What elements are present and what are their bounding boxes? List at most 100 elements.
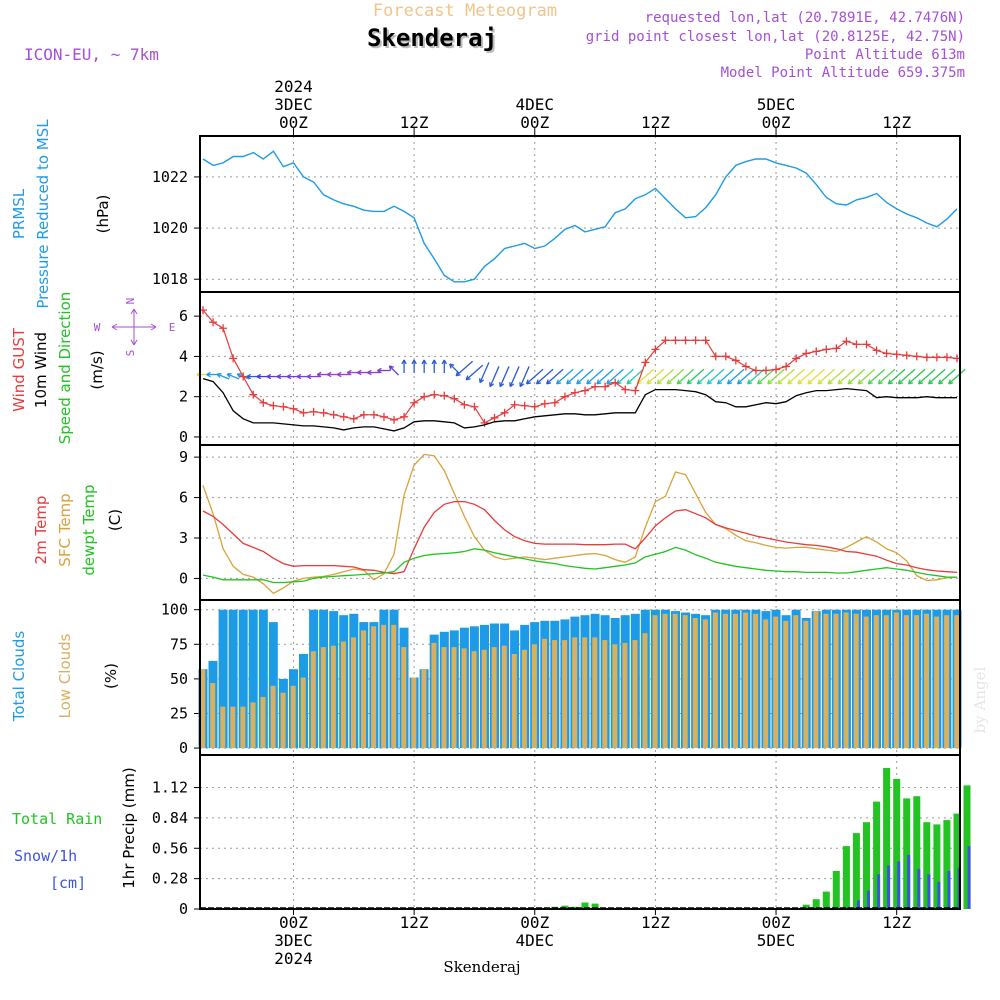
low-cloud-bar [200, 669, 206, 749]
wind-arrow-head [897, 379, 901, 385]
location-title-shadow: Skenderaj [369, 26, 499, 54]
gust-marker [530, 402, 539, 411]
low-cloud-bar [552, 640, 558, 748]
wind-arrow-shaft [797, 368, 815, 385]
wind-arrow-shaft [817, 368, 835, 385]
snow-bar [947, 871, 951, 909]
rain-bar [893, 778, 901, 909]
gust-marker [872, 346, 881, 355]
wind-arrow-shaft [489, 366, 500, 387]
wind-arrow-shaft [656, 368, 675, 385]
low-cloud-bar [511, 654, 517, 749]
low-cloud-bar [240, 706, 246, 749]
low-cloud-bar [863, 616, 869, 749]
snow-bar [967, 846, 971, 909]
wind-arrow-shaft [847, 368, 866, 385]
precip-ytick-label: 0 [179, 900, 188, 918]
gust-marker [932, 353, 941, 362]
wind-gust-label: Wind GUST [10, 327, 28, 412]
wind-arrow-shaft [596, 368, 614, 385]
gust-marker [782, 362, 791, 371]
wind-arrow [867, 368, 886, 385]
wind-arrow-shaft [455, 360, 474, 377]
sfc-temp-line [202, 453, 958, 595]
wind-arrow [747, 368, 765, 385]
gust-marker [822, 345, 831, 354]
low-clouds-label: Low Clouds [56, 633, 74, 718]
low-cloud-bar [723, 613, 728, 748]
gust-marker [420, 392, 429, 401]
wind-arrow-head [576, 379, 579, 385]
low-cloud-bar [652, 615, 658, 749]
celsius-label: (C) [106, 509, 124, 531]
wind-arrows [196, 359, 966, 388]
gust-marker [540, 399, 549, 408]
gust-markers [199, 306, 961, 427]
gust-marker [761, 366, 770, 375]
low-cloud-bar [823, 613, 829, 748]
top-tick-label: 00Z [279, 113, 308, 132]
wind-arrow-head [296, 373, 302, 378]
bottom-tick-label: 4DEC [515, 931, 554, 950]
wind-arrow-head [423, 359, 427, 365]
bottom-tick-label: 12Z [641, 913, 670, 932]
wind-arrow [626, 368, 644, 385]
wind-arrow-head [346, 369, 352, 374]
low-cloud-bar [883, 615, 889, 749]
wind-arrow [465, 364, 484, 381]
wind-grid [200, 292, 960, 445]
wind-arrow-shaft [767, 368, 785, 385]
low-cloud-bar [441, 647, 447, 749]
gust-marker [460, 400, 469, 409]
low-cloud-bar [642, 633, 648, 749]
bottom-tick-label: 12Z [882, 913, 911, 932]
low-cloud-bar [914, 615, 919, 749]
gust-marker [651, 345, 660, 354]
wind-arrow [509, 366, 520, 388]
wind-arrow [706, 368, 725, 385]
gust-marker [279, 402, 288, 411]
low-cloud-bar [592, 637, 598, 749]
wind-arrow-head [377, 367, 382, 372]
gust-marker [751, 366, 760, 375]
precip-ytick-label: 0.84 [152, 809, 188, 827]
gust-marker [741, 362, 750, 371]
wind-arrow-shaft [717, 368, 735, 385]
wind-arrow [857, 368, 876, 385]
forecast-meteogram-title: Forecast Meteogram [373, 1, 557, 21]
rain-bar [852, 833, 860, 909]
gust-marker [359, 410, 368, 419]
wind-arrow-head [907, 379, 911, 385]
panel-wind: 0 2 4 6 [179, 292, 960, 446]
bottom-tick-label: 2024 [274, 949, 313, 968]
wind-arrow-head [206, 371, 211, 376]
precip-ytick-label: 0.28 [152, 870, 188, 888]
wind-arrow-shaft [576, 368, 594, 385]
gust-marker [731, 356, 740, 365]
low-cloud-bar [793, 615, 799, 749]
wind-arrow-head [827, 379, 831, 385]
low-cloud-bar [833, 613, 839, 748]
rain-bar [571, 906, 579, 909]
low-cloud-bar [451, 647, 457, 749]
rain-bar [923, 822, 931, 909]
low-cloud-bar [330, 645, 336, 749]
low-cloud-bar [542, 638, 547, 749]
sfc-temp-label: SFC Temp [56, 493, 74, 566]
snow-bar [887, 865, 891, 909]
temp-grid [200, 445, 960, 600]
low-cloud-bar [471, 651, 477, 749]
low-cloud-bar [411, 677, 417, 749]
top-tick-label: 12Z [882, 113, 911, 132]
compass-ns-arrow [130, 308, 138, 346]
wind-arrow [455, 360, 474, 377]
top-tick-label: 3DEC [274, 95, 313, 114]
low-cloud-bar [320, 647, 326, 749]
requested-lonlat: requested lon,lat (20.7891E, 42.7476N) [645, 10, 965, 26]
wind-arrow-head [525, 379, 529, 385]
temp-ytick-label: 9 [179, 448, 188, 466]
bottom-tick-label: 00Z [762, 913, 791, 932]
wind-arrow-shaft [938, 368, 956, 385]
wind-arrow-shaft [777, 368, 795, 385]
wind-arrow-head [917, 379, 921, 385]
